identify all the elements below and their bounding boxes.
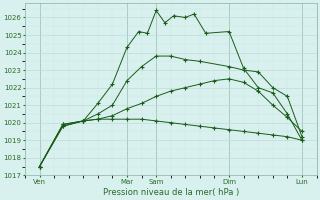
X-axis label: Pression niveau de la mer( hPa ): Pression niveau de la mer( hPa ) xyxy=(103,188,239,197)
